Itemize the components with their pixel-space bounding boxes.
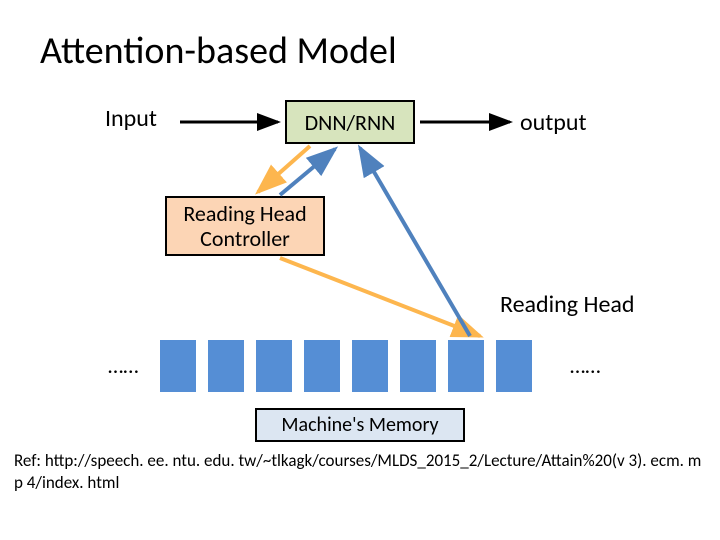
input-label: Input (105, 104, 157, 133)
controller-line1: Reading Head (183, 201, 306, 226)
controller-line2: Controller (200, 226, 290, 251)
slide-title: Attention-based Model (40, 28, 397, 74)
memory-bars (160, 340, 532, 392)
ellipsis-left: …… (108, 352, 138, 379)
output-label: output (520, 108, 587, 137)
ellipsis-right: …… (570, 352, 600, 379)
memory-bar (400, 340, 436, 392)
reading-head-controller-box: Reading Head Controller (165, 196, 325, 256)
memory-bar (208, 340, 244, 392)
memory-bar (160, 340, 196, 392)
reference-text: Ref: http://speech. ee. ntu. edu. tw/~tl… (14, 450, 704, 494)
dnn-rnn-box: DNN/RNN (285, 100, 415, 144)
memory-bar (352, 340, 388, 392)
memory-bar (496, 340, 532, 392)
memory-bar (448, 340, 484, 392)
arrow-ctrl_to_mem (280, 258, 480, 336)
arrow-mem_to_dnn (360, 148, 470, 336)
reading-head-label: Reading Head (500, 290, 635, 319)
arrow-dnn_to_ctrl (258, 146, 310, 192)
machine-memory-box: Machine's Memory (255, 408, 465, 442)
arrow-ctrl_to_dnn (280, 149, 335, 195)
memory-bar (256, 340, 292, 392)
memory-bar (304, 340, 340, 392)
